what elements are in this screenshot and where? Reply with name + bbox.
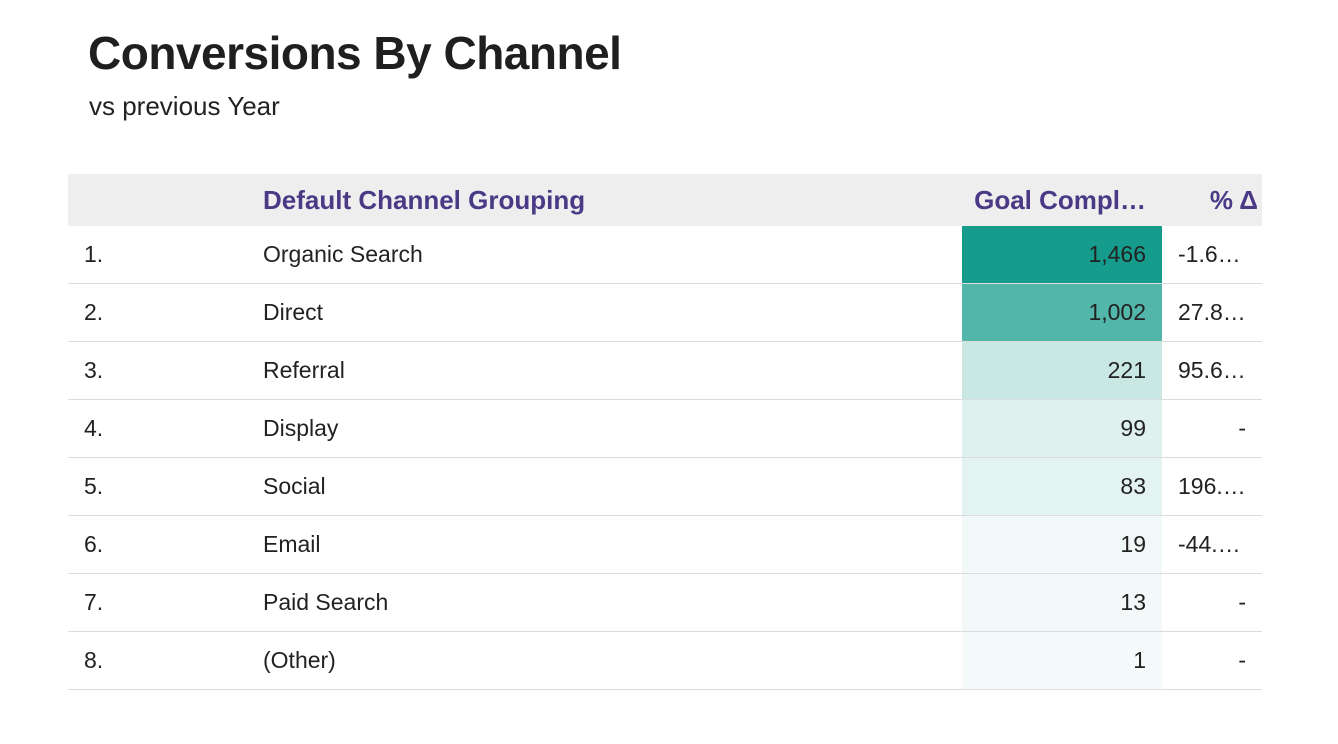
row-rank: 2. bbox=[84, 299, 104, 325]
row-rank: 3. bbox=[84, 357, 104, 383]
row-goal-completions: 19 bbox=[962, 516, 1162, 573]
table-row[interactable]: 7. Paid Search 13 - bbox=[68, 574, 1262, 632]
row-rank: 4. bbox=[84, 415, 104, 441]
table-row[interactable]: 3. Referral 221 95.6… bbox=[68, 342, 1262, 400]
row-channel: Paid Search bbox=[263, 589, 389, 615]
table-row[interactable]: 6. Email 19 -44.… bbox=[68, 516, 1262, 574]
row-channel: Direct bbox=[263, 299, 324, 325]
row-channel: Social bbox=[263, 473, 326, 499]
table-header: Default Channel Grouping Goal Compl… % Δ bbox=[68, 174, 1262, 226]
column-header-percent-delta[interactable]: % Δ bbox=[1209, 185, 1258, 215]
row-rank: 8. bbox=[84, 647, 104, 673]
table-row[interactable]: 2. Direct 1,002 27.8… bbox=[68, 284, 1262, 342]
table-row[interactable]: 1. Organic Search 1,466 -1.6… bbox=[68, 226, 1262, 284]
row-goal-completions: 1 bbox=[962, 632, 1162, 689]
column-header-goal-completions[interactable]: Goal Compl… bbox=[974, 185, 1146, 215]
row-goal-completions: 1,002 bbox=[962, 284, 1162, 341]
row-channel: (Other) bbox=[263, 647, 336, 673]
row-percent-delta: -44.… bbox=[1178, 531, 1241, 557]
row-goal-completions: 99 bbox=[962, 400, 1162, 457]
row-goal-completions: 221 bbox=[962, 342, 1162, 399]
chart-title: Conversions By Channel bbox=[88, 27, 622, 79]
row-rank: 7. bbox=[84, 589, 104, 615]
row-channel: Display bbox=[263, 415, 339, 441]
channel-table: Default Channel Grouping Goal Compl… % Δ… bbox=[68, 174, 1262, 690]
row-rank: 1. bbox=[84, 241, 104, 267]
row-percent-delta: -1.6… bbox=[1178, 241, 1241, 267]
row-goal-completions: 83 bbox=[962, 458, 1162, 515]
row-percent-delta: - bbox=[1238, 589, 1246, 615]
row-goal-completions: 1,466 bbox=[962, 226, 1162, 283]
row-channel: Organic Search bbox=[263, 241, 423, 267]
row-percent-delta: 196.… bbox=[1178, 473, 1246, 499]
row-percent-delta: - bbox=[1238, 415, 1246, 441]
chart-subtitle: vs previous Year bbox=[89, 91, 280, 121]
column-header-channel[interactable]: Default Channel Grouping bbox=[263, 185, 586, 215]
table-body: 1. Organic Search 1,466 -1.6… 2. Direct 1,002 2… bbox=[68, 226, 1262, 690]
table-row[interactable]: 5. Social 83 196.… bbox=[68, 458, 1262, 516]
row-percent-delta: 27.8… bbox=[1178, 299, 1246, 325]
row-percent-delta: 95.6… bbox=[1178, 357, 1246, 383]
table-row[interactable]: 8. (Other) 1 - bbox=[68, 632, 1262, 690]
row-rank: 6. bbox=[84, 531, 104, 557]
row-channel: Referral bbox=[263, 357, 345, 383]
row-percent-delta: - bbox=[1238, 647, 1246, 673]
row-goal-completions: 13 bbox=[962, 574, 1162, 631]
row-rank: 5. bbox=[84, 473, 104, 499]
row-channel: Email bbox=[263, 531, 321, 557]
table-row[interactable]: 4. Display 99 - bbox=[68, 400, 1262, 458]
